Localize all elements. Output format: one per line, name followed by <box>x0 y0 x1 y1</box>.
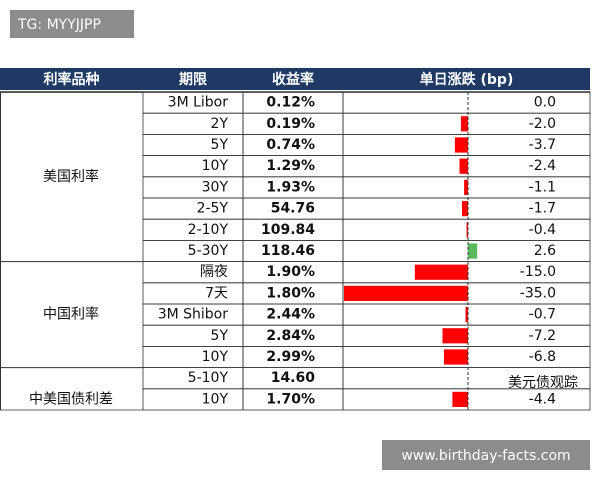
header-bg <box>0 68 590 90</box>
yield: 0.19% <box>266 116 315 132</box>
term: 5-10Y <box>188 370 229 386</box>
change-bar <box>454 137 468 153</box>
header-cell: 收益率 <box>272 71 314 88</box>
term: 3M Libor <box>168 95 229 111</box>
yield: 118.46 <box>261 243 315 259</box>
header-cell: 利率品种 <box>44 71 100 88</box>
cell <box>142 133 244 156</box>
watermark-box <box>10 10 134 38</box>
term: 5Y <box>211 137 229 153</box>
change: -2.0 <box>529 116 556 132</box>
term: 10Y <box>202 391 229 407</box>
change-bar <box>443 349 468 365</box>
cell <box>142 282 244 305</box>
change: -6.8 <box>529 349 556 365</box>
yield: 2.84% <box>266 328 315 344</box>
yield: 1.70% <box>266 391 315 407</box>
change-bar <box>468 243 478 259</box>
change: -0.4 <box>529 222 556 238</box>
change: -3.7 <box>529 137 556 153</box>
cell <box>142 197 244 220</box>
change-bar <box>464 179 468 195</box>
change-bar <box>459 158 468 174</box>
change-bar <box>442 328 468 344</box>
yield: 109.84 <box>261 222 315 238</box>
footer-watermark-box <box>382 440 590 470</box>
term: 2Y <box>211 116 229 132</box>
term: 2-10Y <box>188 222 229 238</box>
change-bar <box>344 285 468 301</box>
header-cell: 单日涨跌 (bp) <box>420 71 514 88</box>
change: -0.7 <box>529 307 556 323</box>
change-bar <box>466 222 468 238</box>
cell <box>142 155 244 178</box>
cell <box>142 324 244 347</box>
cell <box>142 112 244 135</box>
change: -7.2 <box>529 328 556 344</box>
group-label: 中国利率 <box>43 306 99 323</box>
change: -4.4 <box>529 391 556 407</box>
cell <box>142 345 244 368</box>
yield: 1.93% <box>266 179 315 195</box>
yield: 1.29% <box>266 158 315 174</box>
yield: 2.44% <box>266 307 315 323</box>
yield: 0.12% <box>266 95 315 111</box>
yield: 1.80% <box>266 285 315 301</box>
yield: 0.74% <box>266 137 315 153</box>
change-bar <box>465 307 468 323</box>
term: 10Y <box>202 158 229 174</box>
change: -15.0 <box>520 264 556 280</box>
yield: 2.99% <box>266 349 315 365</box>
term: 5Y <box>211 328 229 344</box>
change: -2.4 <box>529 158 556 174</box>
term: 2-5Y <box>197 201 229 217</box>
yield: 14.60 <box>271 370 316 386</box>
change: -1.1 <box>529 179 556 195</box>
term: 5-30Y <box>188 243 229 259</box>
group-label: 美国利率 <box>43 168 99 185</box>
change-bar <box>414 264 468 280</box>
cell <box>142 261 244 284</box>
cell <box>142 388 244 411</box>
term: 10Y <box>202 349 229 365</box>
cell <box>342 388 591 411</box>
term: 3M Shibor <box>158 307 229 323</box>
change-bar <box>461 201 468 217</box>
change: 0.0 <box>534 95 556 111</box>
change: -1.7 <box>529 201 556 217</box>
yield: 1.90% <box>266 264 315 280</box>
change: -35.0 <box>520 285 556 301</box>
change-bar <box>452 391 468 407</box>
change: 2.6 <box>534 243 556 259</box>
group-label: 中美国债利差 <box>29 391 113 407</box>
footer-watermark: www.birthday-facts.com <box>401 448 570 464</box>
header-cell: 期限 <box>179 72 207 88</box>
yield: 54.76 <box>271 201 315 217</box>
logo: 美元债观踪 <box>508 375 578 391</box>
cell <box>142 176 244 199</box>
change-bar <box>460 116 468 132</box>
term: 7天 <box>205 285 228 301</box>
term: 30Y <box>202 179 229 195</box>
term: 隔夜 <box>200 264 228 280</box>
watermark: TG: MYYJJPP <box>17 17 101 33</box>
